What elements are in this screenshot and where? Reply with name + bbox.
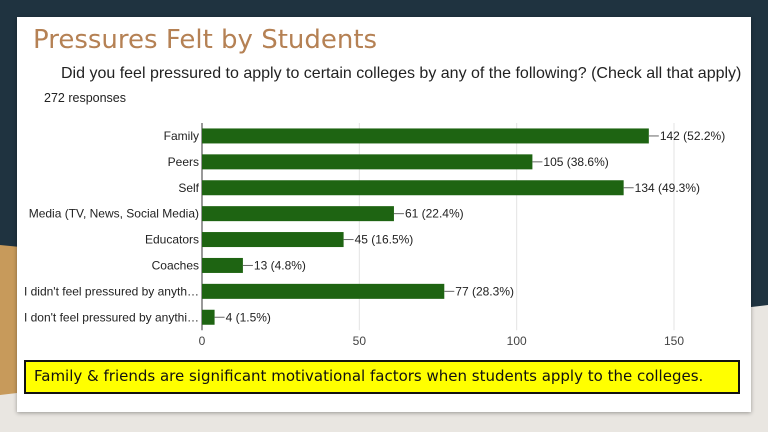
- bar: [202, 128, 649, 144]
- data-label: 134 (49.3%): [635, 181, 700, 195]
- x-tick-label: 0: [199, 334, 206, 348]
- data-label: 13 (4.8%): [254, 258, 306, 272]
- data-label: 4 (1.5%): [226, 310, 271, 324]
- category-label: Self: [178, 181, 199, 195]
- category-label: I didn't feel pressured by anyth…: [24, 284, 199, 298]
- data-label: 142 (52.2%): [660, 129, 725, 143]
- x-tick-label: 150: [664, 334, 684, 348]
- bar: [202, 180, 624, 196]
- x-tick-label: 100: [507, 334, 527, 348]
- survey-question: Did you feel pressured to apply to certa…: [61, 65, 742, 82]
- category-label: Peers: [168, 155, 199, 169]
- slide-card: Pressures Felt by Students Did you feel …: [17, 17, 751, 412]
- caption-text: Family & friends are significant motivat…: [34, 367, 704, 385]
- bar: [202, 232, 344, 248]
- bar: [202, 154, 533, 170]
- category-label: Family: [164, 129, 199, 143]
- bar-chart: 0 50 100 150 Family 142 (52.2%) Peers 105 (38.6…: [24, 123, 725, 348]
- x-tick-label: 50: [353, 334, 367, 348]
- category-label: Coaches: [152, 258, 199, 272]
- category-label: Educators: [145, 233, 199, 247]
- bar: [202, 309, 215, 325]
- response-count: 272 responses: [44, 91, 127, 105]
- bar: [202, 257, 243, 273]
- data-label: 61 (22.4%): [405, 207, 464, 221]
- caption-box: Family & friends are significant motivat…: [24, 360, 740, 394]
- data-label: 105 (38.6%): [543, 155, 608, 169]
- bar: [202, 206, 394, 222]
- category-label: Media (TV, News, Social Media): [29, 207, 199, 221]
- slide-title: Pressures Felt by Students: [33, 25, 378, 55]
- data-label: 45 (16.5%): [355, 233, 414, 247]
- data-label: 77 (28.3%): [455, 284, 514, 298]
- category-label: I don't feel pressured by anythi…: [24, 310, 199, 324]
- bar: [202, 283, 445, 299]
